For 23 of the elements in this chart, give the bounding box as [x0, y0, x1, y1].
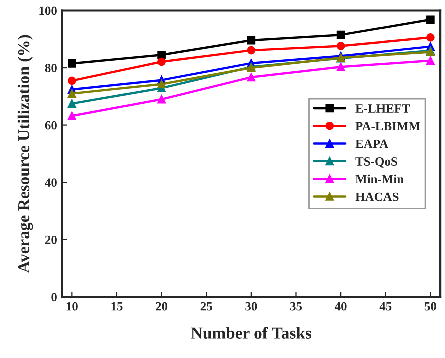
legend-label: TS-QoS [356, 158, 398, 168]
legend-label: HACAS [356, 192, 399, 202]
legend-label: E-LHEFT [356, 104, 410, 113]
x-tick-label: 45 [380, 302, 392, 311]
y-tick-label: 0 [52, 293, 57, 302]
y-tick-label: 100 [40, 6, 57, 16]
y-tick-label: 20 [45, 236, 57, 244]
x-axis-title: Number of Tasks [191, 327, 312, 339]
y-tick-label: 40 [45, 178, 57, 188]
legend-label: EAPA [356, 140, 389, 148]
legend-label: PA-LBIMM [356, 122, 420, 131]
x-tick-label: 10 [66, 302, 78, 311]
legend-label: Min-Min [356, 174, 404, 184]
x-tick-label: 20 [156, 302, 168, 311]
y-axis-title: Average Resource Utilization (%) [18, 35, 34, 274]
x-tick-label: 15 [112, 302, 123, 311]
x-tick-label: 40 [334, 302, 347, 311]
x-tick-label: 50 [424, 302, 436, 311]
x-tick-label: 35 [290, 302, 302, 311]
y-tick-label: 60 [45, 121, 57, 130]
y-tick-label: 80 [45, 64, 57, 72]
x-tick-label: 30 [246, 302, 258, 311]
x-tick-label: 25 [200, 302, 212, 311]
